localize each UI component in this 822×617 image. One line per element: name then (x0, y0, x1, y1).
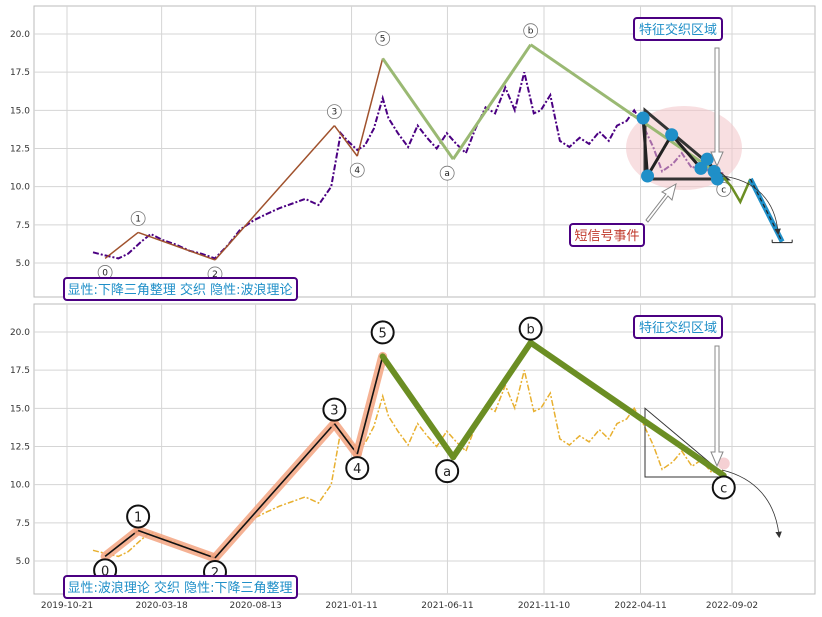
wave-segment (214, 125, 335, 261)
wave-segment (527, 339, 727, 479)
y-tick-label: 15.0 (10, 404, 30, 414)
wave-segment (137, 231, 216, 261)
pattern-marker (665, 128, 679, 142)
wave-label-circle (716, 182, 732, 197)
pattern-marker (694, 161, 708, 175)
wave-label-a: a (444, 169, 450, 179)
wave-label-circle (523, 23, 539, 39)
y-tick-label: 12.5 (10, 145, 30, 155)
wave-segment (104, 529, 139, 558)
x-tick-label: 2020-08-13 (229, 601, 281, 611)
wave-label-b: b (527, 323, 535, 338)
pattern-marker (700, 152, 714, 166)
wave-label-circle (130, 211, 146, 226)
wave-label-circle (375, 31, 391, 46)
wave-segment (356, 58, 384, 157)
x-tick-label: 2021-06-11 (421, 601, 473, 611)
forecast-arrow (721, 175, 781, 236)
feature-pointer-arrow (710, 345, 724, 468)
triangle-pattern (644, 407, 729, 478)
wave-label-circle (518, 316, 543, 341)
wave-label-4: 4 (354, 166, 360, 176)
bottom-feature-box: 特征交织区域 (633, 315, 723, 339)
y-tick-label: 12.5 (10, 443, 30, 453)
x-tick-label: 2021-01-11 (325, 601, 377, 611)
wave-label-circle (711, 475, 736, 500)
bottom-caption-label: 显性:波浪理论 交织 隐性:下降三角整理 (67, 580, 292, 596)
pattern-marker (710, 172, 724, 186)
wave-segment (356, 356, 384, 455)
wave-segment (451, 43, 532, 161)
wave-segment (104, 231, 139, 260)
y-tick-label: 17.5 (10, 68, 30, 78)
pattern-marker (636, 111, 650, 125)
short-signal-box: 短信号事件 (569, 223, 645, 247)
wave-label-c: c (720, 482, 727, 497)
top-feature-box-label: 特征交织区域 (639, 22, 717, 38)
wave-label-circle (322, 397, 347, 422)
short-signal-label: 短信号事件 (574, 229, 639, 244)
wave-label-2: 2 (212, 270, 218, 280)
wave-segment (214, 423, 335, 559)
bottom-caption-box: 显性:波浪理论 交织 隐性:下降三角整理 (63, 575, 298, 599)
wave-label-1: 1 (135, 214, 141, 224)
wave-label-a: a (443, 465, 451, 480)
x-tick-label: 2021-11-10 (518, 601, 571, 611)
top-panel: 5.0 7.5 10.0 12.5 15.0 17.5 20.0 0 1 2 3 4 5 a b c (10, 5, 816, 298)
wave-label-circle (435, 459, 460, 484)
wave-label-3: 3 (332, 108, 338, 118)
wave-label-circle (126, 504, 151, 529)
y-tick-label: 20.0 (10, 328, 30, 338)
wave-label-1: 1 (134, 510, 142, 525)
signal-pointer-arrow (645, 182, 677, 223)
wave-label-circle (326, 104, 342, 119)
wave-segment (137, 529, 216, 559)
wave-label-2: 2 (211, 566, 219, 581)
target-bracket (771, 239, 793, 244)
wave-label-circle (345, 456, 370, 481)
wave-label-5: 5 (379, 326, 387, 341)
top-caption-label: 显性:下降三角整理 交织 隐性:波浪理论 (67, 282, 292, 298)
pattern-marker (641, 169, 655, 183)
y-tick-label: 10.0 (10, 183, 30, 193)
wave-segment (333, 125, 358, 157)
x-tick-label: 2020-03-18 (135, 601, 188, 611)
y-tick-label: 7.5 (16, 519, 30, 529)
wave-label-circle (370, 320, 395, 345)
top-feature-box: 特征交织区域 (633, 17, 723, 41)
wave-label-0: 0 (101, 564, 109, 579)
y-tick-label: 5.0 (16, 259, 31, 269)
wave-label-b: b (528, 27, 534, 37)
wave-label-4: 4 (353, 462, 361, 477)
y-tick-label: 5.0 (16, 557, 31, 567)
top-caption-box: 显性:下降三角整理 交织 隐性:波浪理论 (63, 277, 298, 301)
wave-label-0: 0 (102, 268, 108, 278)
feature-dot (717, 457, 730, 470)
y-tick-label: 7.5 (16, 221, 30, 231)
wave-segment (379, 353, 457, 461)
bottom-feature-box-label: 特征交织区域 (639, 320, 717, 336)
wave-segment (333, 423, 358, 455)
y-tick-label: 17.5 (10, 366, 30, 376)
wave-segment (381, 57, 455, 161)
wave-label-circle (439, 165, 455, 181)
x-tick-label: 2019-10-21 (41, 601, 93, 611)
forecast-arrow (721, 469, 782, 539)
x-tick-label: 2022-04-11 (614, 601, 666, 611)
wave-segment (450, 339, 534, 461)
y-tick-label: 20.0 (10, 30, 30, 40)
wave-label-c: c (721, 186, 726, 196)
x-tick-label: 2022-09-02 (706, 601, 758, 611)
y-tick-label: 10.0 (10, 481, 30, 491)
feature-pointer-arrow (710, 47, 724, 168)
plot-frame (33, 303, 816, 595)
wave-label-3: 3 (330, 404, 338, 419)
projection-zigzag (722, 176, 752, 205)
wave-label-circle (349, 162, 365, 178)
y-tick-label: 15.0 (10, 106, 30, 116)
wave-label-5: 5 (380, 34, 386, 44)
